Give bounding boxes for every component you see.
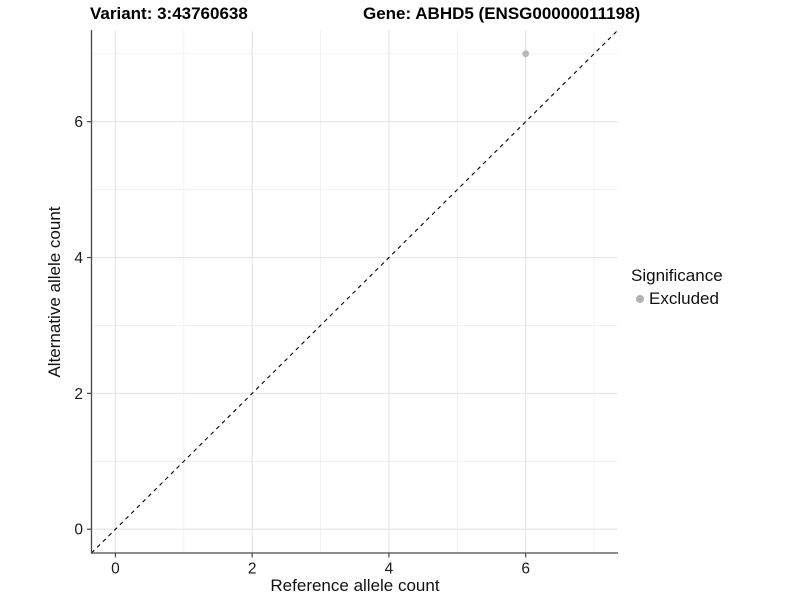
y-axis-label: Alternative allele count bbox=[45, 206, 64, 378]
y-tick-label: 4 bbox=[74, 250, 83, 267]
y-tick-label: 6 bbox=[74, 114, 83, 131]
x-axis-label: Reference allele count bbox=[270, 576, 440, 595]
x-tick-label: 0 bbox=[111, 561, 120, 578]
gene-title: Gene: ABHD5 (ENSG00000011198) bbox=[363, 4, 641, 23]
legend: Significance Excluded bbox=[631, 266, 723, 309]
legend-title: Significance bbox=[631, 266, 723, 285]
data-point bbox=[522, 50, 530, 58]
y-tick-label: 0 bbox=[74, 522, 83, 539]
variant-title: Variant: 3:43760638 bbox=[90, 4, 248, 23]
identity-reference-line bbox=[91, 29, 619, 554]
legend-item-excluded: Excluded bbox=[631, 289, 723, 309]
x-tick-label: 6 bbox=[521, 561, 530, 578]
x-tick-label: 2 bbox=[248, 561, 257, 578]
legend-point-icon bbox=[636, 295, 644, 303]
legend-item-label: Excluded bbox=[649, 289, 719, 308]
y-tick-label: 2 bbox=[74, 386, 83, 403]
x-tick-label: 4 bbox=[385, 561, 394, 578]
